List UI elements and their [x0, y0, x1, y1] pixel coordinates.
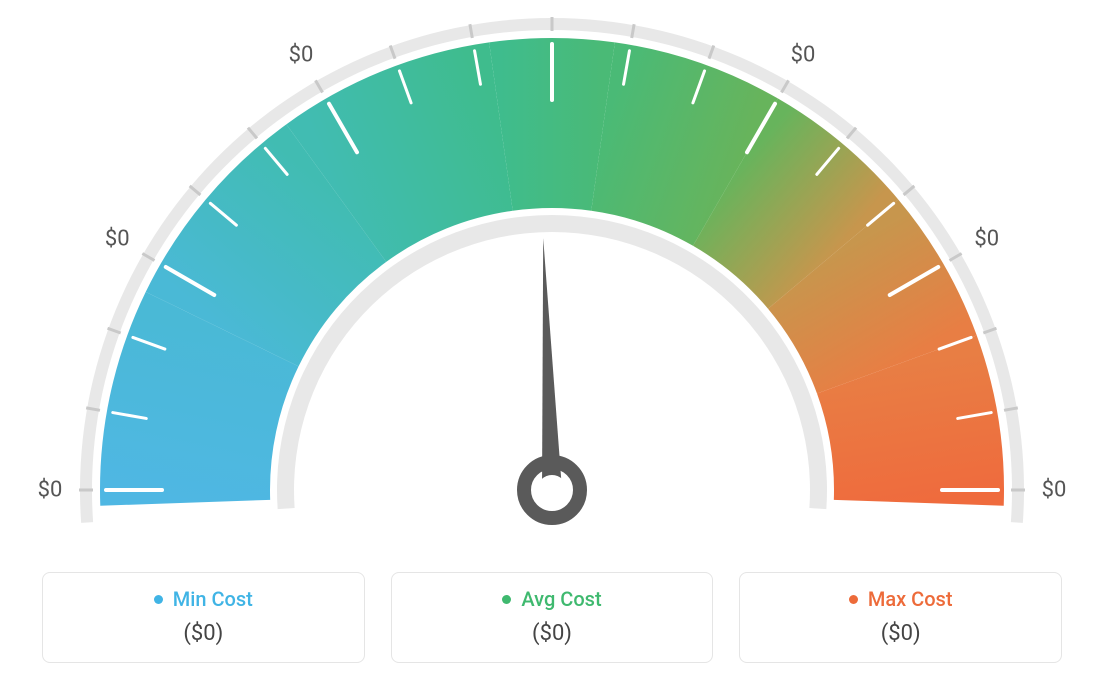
gauge-tick-label: $0 [1042, 478, 1067, 503]
gauge-tick-label: $0 [289, 43, 314, 68]
legend-label-max: Max Cost [868, 587, 953, 611]
legend-row: Min Cost ($0) Avg Cost ($0) Max Cost ($0… [42, 572, 1062, 663]
legend-value-min: ($0) [53, 621, 354, 646]
gauge-tick-label: $0 [105, 227, 130, 252]
legend-dot-min [154, 595, 163, 604]
legend-value-avg: ($0) [402, 621, 703, 646]
legend-title-avg: Avg Cost [502, 587, 601, 611]
gauge-tick-label: $0 [974, 227, 999, 252]
legend-dot-max [849, 595, 858, 604]
gauge-tick-label: $0 [540, 0, 565, 1]
gauge-tick-label: $0 [791, 43, 816, 68]
legend-label-min: Min Cost [173, 587, 253, 611]
legend-card-avg: Avg Cost ($0) [391, 572, 714, 663]
legend-card-min: Min Cost ($0) [42, 572, 365, 663]
legend-title-min: Min Cost [154, 587, 253, 611]
legend-title-max: Max Cost [849, 587, 953, 611]
legend-card-max: Max Cost ($0) [739, 572, 1062, 663]
legend-dot-avg [502, 595, 511, 604]
gauge-tick-label: $0 [38, 478, 63, 503]
gauge-svg [0, 0, 1104, 560]
gauge-chart: $0 $0 $0 $0 $0 $0 $0 [0, 0, 1104, 560]
legend-label-avg: Avg Cost [521, 587, 601, 611]
legend-value-max: ($0) [750, 621, 1051, 646]
